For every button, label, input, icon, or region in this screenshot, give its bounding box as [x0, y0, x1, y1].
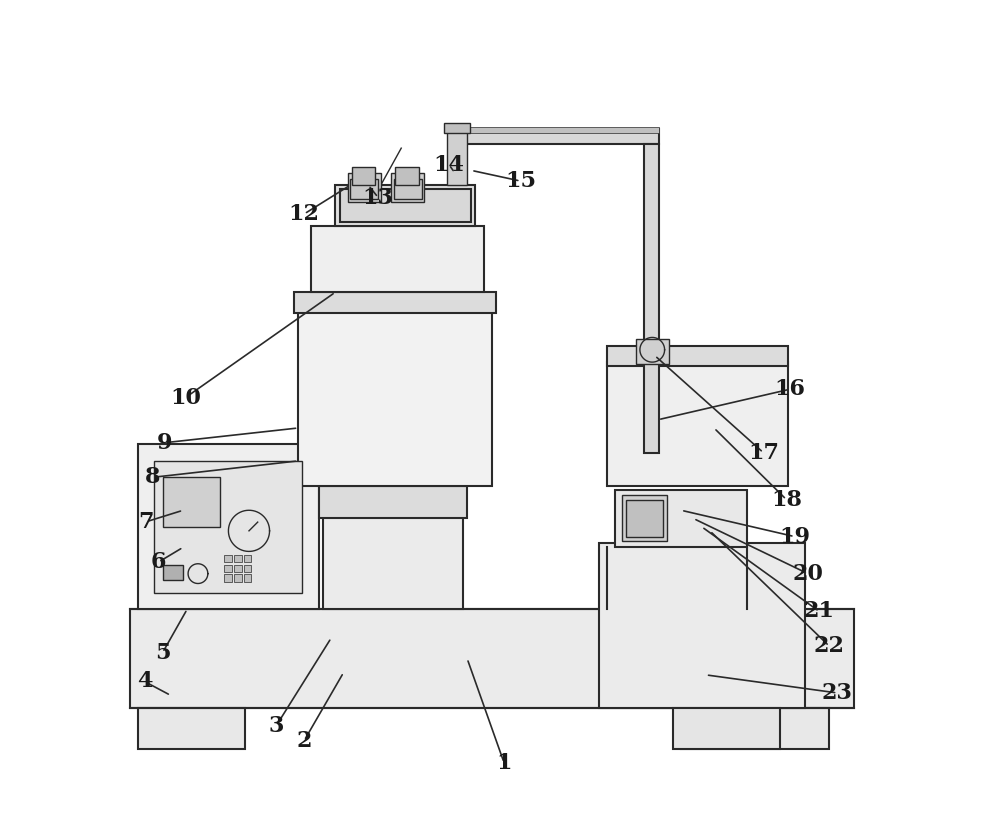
Text: 6: 6 — [151, 551, 166, 573]
FancyBboxPatch shape — [163, 565, 183, 580]
FancyBboxPatch shape — [234, 555, 242, 562]
FancyBboxPatch shape — [244, 555, 251, 562]
Text: 1: 1 — [496, 752, 512, 774]
FancyBboxPatch shape — [244, 565, 251, 572]
Text: 18: 18 — [771, 489, 802, 510]
FancyBboxPatch shape — [465, 127, 659, 133]
FancyBboxPatch shape — [599, 543, 805, 708]
FancyBboxPatch shape — [615, 490, 747, 547]
Text: 3: 3 — [268, 715, 284, 737]
Text: 20: 20 — [792, 563, 823, 584]
FancyBboxPatch shape — [224, 574, 232, 582]
Text: 12: 12 — [289, 203, 320, 225]
Text: 9: 9 — [156, 432, 172, 453]
FancyBboxPatch shape — [673, 708, 780, 749]
Text: 21: 21 — [804, 601, 835, 622]
FancyBboxPatch shape — [138, 708, 245, 749]
FancyBboxPatch shape — [348, 173, 381, 202]
FancyBboxPatch shape — [350, 179, 378, 199]
Text: 14: 14 — [434, 154, 464, 175]
FancyBboxPatch shape — [636, 339, 669, 364]
FancyBboxPatch shape — [323, 494, 463, 609]
Text: 4: 4 — [137, 671, 152, 692]
FancyBboxPatch shape — [607, 362, 788, 486]
FancyBboxPatch shape — [465, 129, 659, 144]
FancyBboxPatch shape — [681, 708, 829, 749]
Text: 16: 16 — [774, 379, 805, 400]
FancyBboxPatch shape — [138, 444, 319, 609]
Text: 15: 15 — [505, 170, 536, 192]
Text: 2: 2 — [296, 730, 312, 751]
FancyBboxPatch shape — [234, 574, 242, 582]
Text: 8: 8 — [145, 467, 160, 488]
FancyBboxPatch shape — [311, 226, 484, 292]
FancyBboxPatch shape — [622, 495, 667, 541]
FancyBboxPatch shape — [224, 555, 232, 562]
FancyBboxPatch shape — [394, 179, 422, 199]
Text: 17: 17 — [748, 442, 779, 463]
FancyBboxPatch shape — [234, 565, 242, 572]
Text: 5: 5 — [155, 642, 170, 663]
FancyBboxPatch shape — [607, 346, 788, 366]
FancyBboxPatch shape — [444, 123, 470, 133]
FancyBboxPatch shape — [294, 292, 496, 313]
FancyBboxPatch shape — [154, 461, 302, 593]
FancyBboxPatch shape — [298, 305, 492, 486]
Text: 7: 7 — [138, 511, 154, 532]
FancyBboxPatch shape — [244, 574, 251, 582]
FancyBboxPatch shape — [644, 144, 659, 453]
FancyBboxPatch shape — [224, 565, 232, 572]
FancyBboxPatch shape — [395, 167, 419, 185]
FancyBboxPatch shape — [626, 500, 663, 537]
Text: 13: 13 — [363, 187, 394, 208]
Text: 10: 10 — [170, 387, 201, 408]
FancyBboxPatch shape — [335, 185, 475, 226]
Text: 23: 23 — [822, 682, 853, 704]
Text: 22: 22 — [814, 635, 845, 657]
Text: 19: 19 — [779, 526, 810, 547]
FancyBboxPatch shape — [163, 477, 220, 527]
FancyBboxPatch shape — [447, 132, 467, 185]
FancyBboxPatch shape — [319, 486, 467, 518]
FancyBboxPatch shape — [352, 167, 375, 185]
FancyBboxPatch shape — [391, 173, 424, 202]
FancyBboxPatch shape — [340, 189, 471, 222]
FancyBboxPatch shape — [130, 609, 854, 708]
